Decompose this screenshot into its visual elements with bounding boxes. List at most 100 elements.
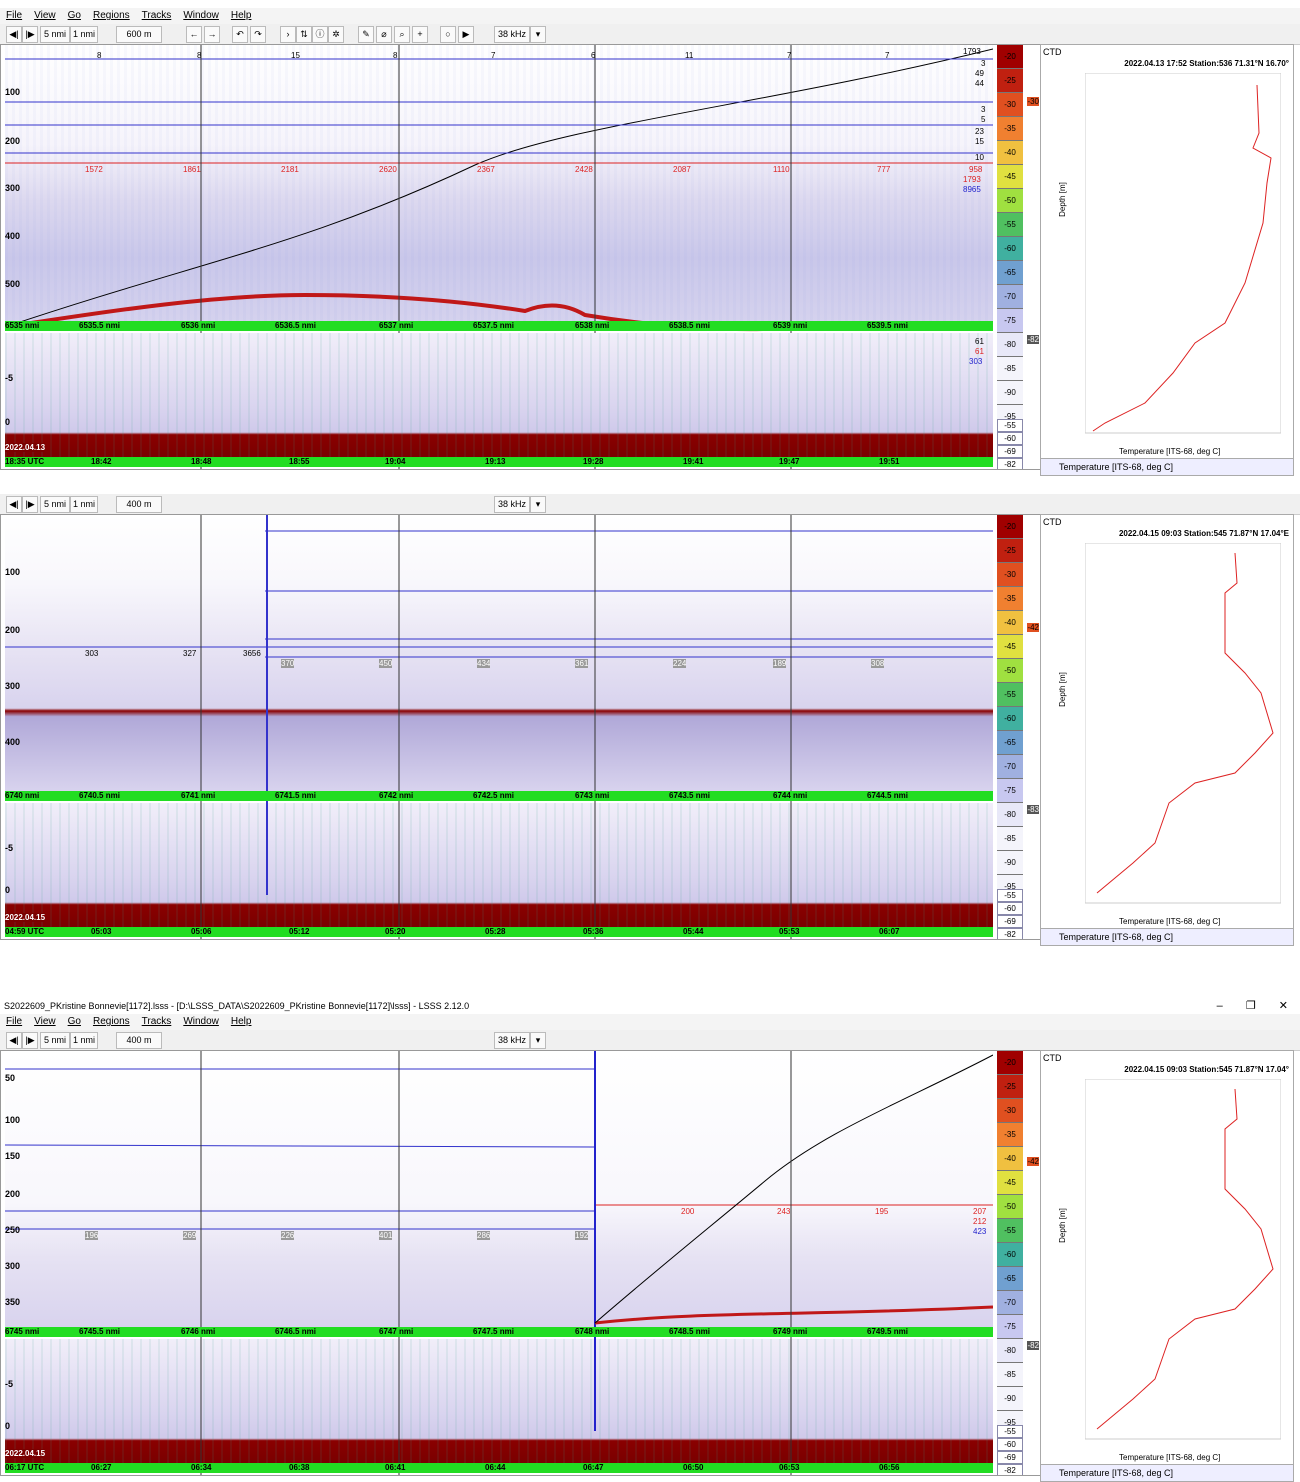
echogram-panel-3[interactable]: 50 100 150 200 250 300 350 -5 0 200 243 … [0, 1050, 1042, 1476]
minimize-icon[interactable]: – [1216, 1000, 1223, 1012]
menu-window[interactable]: Window [183, 1016, 219, 1027]
nmi-label: 6538.5 nmi [669, 321, 710, 330]
echogram-upper[interactable] [5, 45, 993, 329]
menu-go[interactable]: Go [67, 10, 81, 21]
distance-bar: 6740 nmi 6740.5 nmi 6741 nmi 6741.5 nmi … [5, 791, 993, 801]
range-select[interactable]: 400 m [116, 496, 162, 513]
menu-help[interactable]: Help [230, 10, 252, 21]
depth-label: 200 [5, 136, 21, 146]
chevron-down-icon[interactable]: ▾ [530, 496, 546, 513]
chevron-down-icon[interactable]: ▾ [530, 26, 546, 43]
time-label: 06:47 [583, 1463, 604, 1472]
menu-help[interactable]: Help [230, 1016, 252, 1027]
plus-icon[interactable]: + [412, 26, 428, 43]
zoom-1nmi-button[interactable]: 1 nmi [70, 496, 98, 513]
zoom-5nmi-button[interactable]: 5 nmi [40, 26, 70, 43]
back-arrow-icon[interactable]: ← [186, 26, 202, 43]
menu-view[interactable]: View [34, 1016, 56, 1027]
chevron-down-icon[interactable]: ▾ [530, 1032, 546, 1049]
menu-view[interactable]: View [34, 10, 56, 21]
step-forward-button[interactable]: |▶ [22, 1032, 38, 1049]
info-icon[interactable]: ⓘ [312, 26, 328, 43]
toolbar: ◀| |▶ 5 nmi 1 nmi 400 m 38 kHz ▾ [0, 494, 1300, 515]
school-value: 303 [85, 649, 99, 658]
threshold-boxes[interactable]: -55 -60 -69 -82 [997, 889, 1023, 939]
echogram-lower[interactable] [5, 333, 993, 457]
echogram-lower[interactable] [5, 1339, 993, 1463]
menu-file[interactable]: File [6, 1016, 23, 1027]
echogram-upper[interactable] [5, 515, 993, 791]
nmi-label: 6742 nmi [379, 791, 414, 800]
menu-regions[interactable]: Regions [92, 1016, 130, 1027]
right-value: 3 [981, 59, 986, 68]
sync-icon[interactable]: ⇅ [296, 26, 312, 43]
zoom-icon[interactable]: ⌕ [394, 26, 410, 43]
zoom-5nmi-button[interactable]: 5 nmi [40, 1032, 70, 1049]
step-forward-button[interactable]: |▶ [22, 26, 38, 43]
menu-file[interactable]: File [6, 10, 23, 21]
threshold-boxes[interactable]: -55 -60 -69 -82 [997, 419, 1023, 469]
ctd-plot [1085, 1079, 1281, 1440]
pencil-icon[interactable]: ✎ [358, 26, 374, 43]
frequency-select[interactable]: 38 kHz [494, 26, 530, 43]
colorbar-mark: -42 [1027, 623, 1039, 632]
gear-icon[interactable]: ✲ [328, 26, 344, 43]
redo-icon[interactable]: ↷ [250, 26, 266, 43]
echogram-panel-2[interactable]: 100 200 300 400 -5 0 303 327 3656 370 45… [0, 514, 1042, 940]
ctd-variable-select[interactable]: Temperature [ITS-68, deg C] [1041, 928, 1293, 945]
right-value: 61 [975, 337, 984, 346]
step-forward-button[interactable]: |▶ [22, 496, 38, 513]
right-value: 23 [975, 127, 984, 136]
undo-icon[interactable]: ↶ [232, 26, 248, 43]
school-value: 286 [477, 1231, 491, 1240]
menu-tracks[interactable]: Tracks [141, 1016, 172, 1027]
play-forward-icon[interactable]: ▶ [458, 26, 474, 43]
nmi-label: 6743 nmi [575, 791, 610, 800]
depth-label: 400 [5, 231, 21, 241]
eraser-icon[interactable]: ⌀ [376, 26, 392, 43]
ctd-variable-select[interactable]: Temperature [ITS-68, deg C] [1041, 1464, 1293, 1481]
forward-arrow-icon[interactable]: → [204, 26, 220, 43]
step-back-button[interactable]: ◀| [6, 26, 22, 43]
ctd-panel-1[interactable]: CTD 2022.04.13 17:52 Station:536 71.31°N… [1040, 44, 1294, 476]
ctd-variable-select[interactable]: Temperature [ITS-68, deg C] [1041, 458, 1293, 475]
echogram-lower[interactable] [5, 803, 993, 927]
menu-go[interactable]: Go [67, 1016, 81, 1027]
echogram-upper[interactable] [5, 1051, 993, 1327]
threshold-boxes[interactable]: -55 -60 -69 -82 [997, 1425, 1023, 1475]
menu-regions[interactable]: Regions [92, 10, 130, 21]
range-select[interactable]: 600 m [116, 26, 162, 43]
echogram-overlay [5, 1051, 993, 1475]
record-icon[interactable]: ○ [440, 26, 456, 43]
ctd-panel-2[interactable]: CTD 2022.04.15 09:03 Station:545 71.87°N… [1040, 514, 1294, 946]
nmi-label: 6741 nmi [181, 791, 216, 800]
nmi-label: 6537 nmi [379, 321, 414, 330]
depth-label: 350 [5, 1297, 21, 1307]
school-value: 196 [85, 1231, 99, 1240]
depth-label: 500 [5, 279, 21, 289]
close-icon[interactable]: ✕ [1278, 1000, 1288, 1012]
nmi-label: 6535.5 nmi [79, 321, 120, 330]
menu-tracks[interactable]: Tracks [141, 10, 172, 21]
frequency-select[interactable]: 38 kHz [494, 1032, 530, 1049]
count-value: 7 [491, 51, 496, 60]
ctd-ylabel: Depth [m] [1057, 182, 1067, 217]
sa-value: 1110 [773, 165, 790, 174]
zoom-1nmi-button[interactable]: 1 nmi [70, 26, 98, 43]
zoom-1nmi-button[interactable]: 1 nmi [70, 1032, 98, 1049]
color-scale[interactable]: -20 -25 -30 -35 -40 -45 -50 -55 -60 -65 … [997, 1051, 1023, 1435]
step-back-button[interactable]: ◀| [6, 1032, 22, 1049]
color-scale[interactable]: -20 -25 -30 -35 -40 -45 -50 -55 -60 -65 … [997, 45, 1023, 429]
step-back-button[interactable]: ◀| [6, 496, 22, 513]
frequency-select[interactable]: 38 kHz [494, 496, 530, 513]
ctd-ylabel: Depth [m] [1057, 1208, 1067, 1243]
ctd-panel-3[interactable]: CTD 2022.04.15 09:03 Station:545 71.87°N… [1040, 1050, 1294, 1482]
menu-window[interactable]: Window [183, 10, 219, 21]
color-scale[interactable]: -20 -25 -30 -35 -40 -45 -50 -55 -60 -65 … [997, 515, 1023, 899]
zoom-5nmi-button[interactable]: 5 nmi [40, 496, 70, 513]
echogram-panel-1[interactable]: 100 200 300 400 500 -5 0 6535 nmi 6535.5… [0, 44, 1042, 470]
play-icon[interactable]: › [280, 26, 296, 43]
range-select[interactable]: 400 m [116, 1032, 162, 1049]
restore-icon[interactable]: ❐ [1245, 1000, 1256, 1012]
school-value: 269 [183, 1231, 197, 1240]
